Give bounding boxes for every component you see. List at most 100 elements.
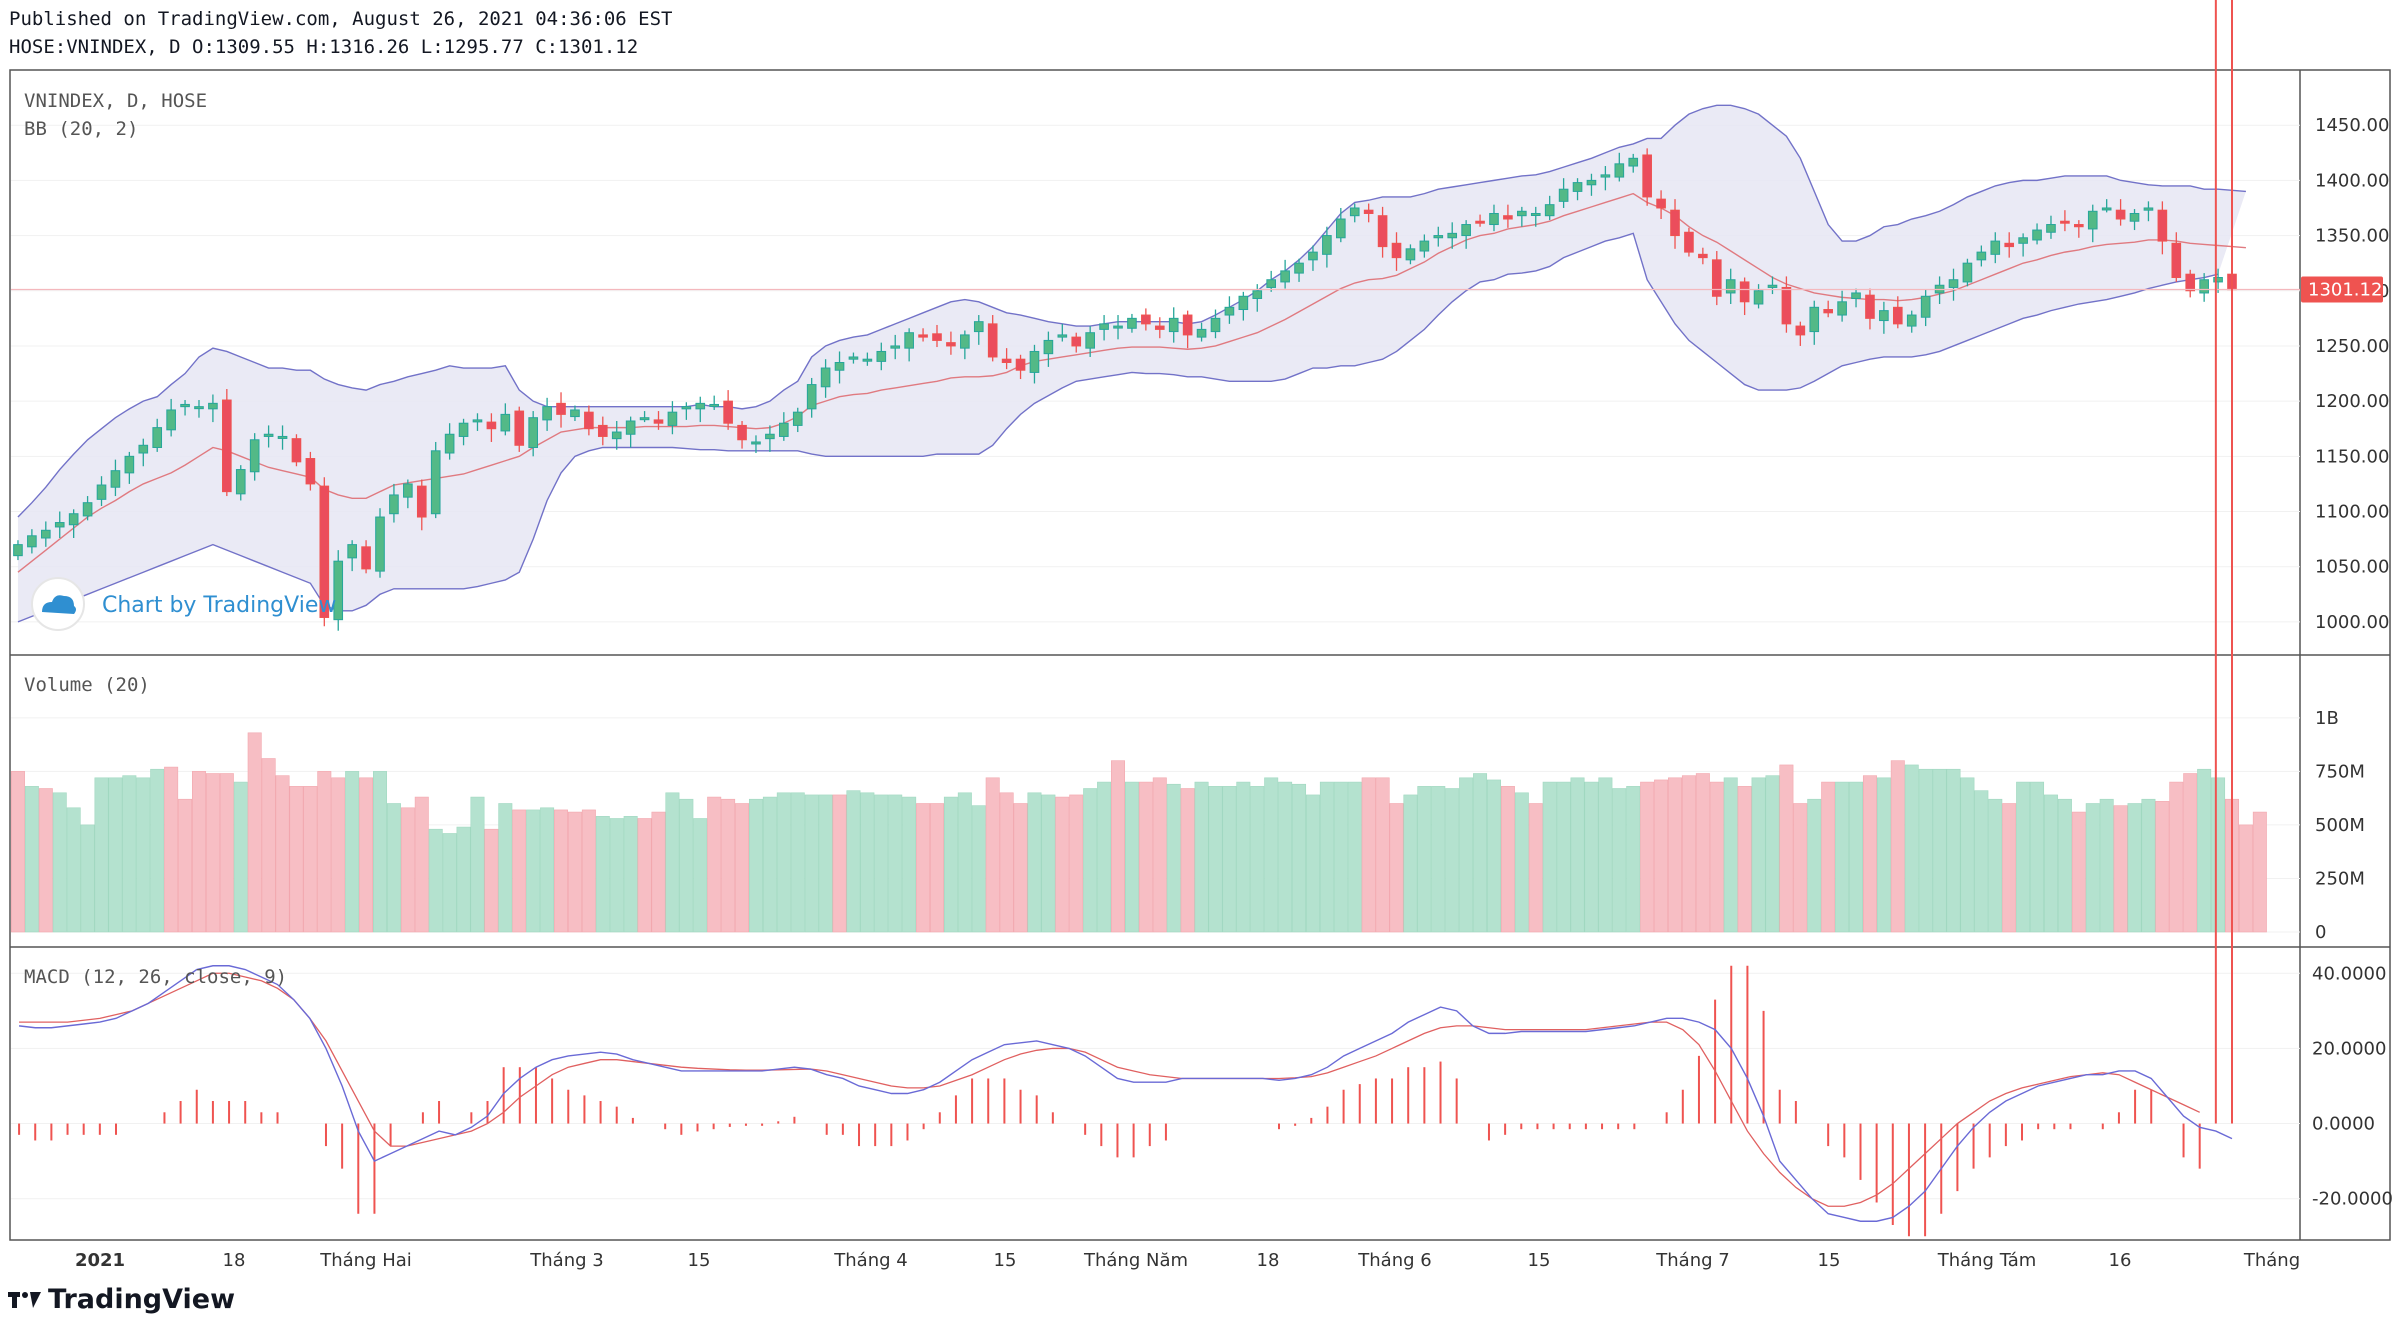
volume-bar[interactable] <box>1417 786 1432 933</box>
volume-bar[interactable] <box>567 811 582 933</box>
volume-bar[interactable] <box>1904 764 1919 933</box>
candle-body[interactable] <box>1266 279 1277 288</box>
volume-bar[interactable] <box>52 792 67 933</box>
volume-bar[interactable] <box>136 777 151 933</box>
candle-body[interactable] <box>472 419 483 423</box>
candle-body[interactable] <box>1433 235 1444 239</box>
volume-bar[interactable] <box>1222 786 1237 933</box>
volume-bar[interactable] <box>233 781 248 933</box>
volume-bar[interactable] <box>192 771 206 933</box>
volume-bar[interactable] <box>2211 777 2226 933</box>
candle-body[interactable] <box>1168 317 1179 333</box>
candle-body[interactable] <box>1684 231 1694 253</box>
candle-body[interactable] <box>1781 286 1792 325</box>
macd-pane[interactable]: 40.0000 20.0000 0.0000 -20.0000 <box>11 0 2393 1237</box>
candle-body[interactable] <box>946 342 956 347</box>
candle-body[interactable] <box>765 433 775 440</box>
volume-bar[interactable] <box>456 826 471 933</box>
volume-bar[interactable] <box>1876 777 1891 933</box>
volume-bar[interactable] <box>2238 824 2253 933</box>
candle-body[interactable] <box>2115 209 2126 220</box>
candle-body[interactable] <box>1057 334 1068 338</box>
volume-bar[interactable] <box>1305 794 1320 933</box>
volume-bar[interactable] <box>442 833 457 933</box>
candle-body[interactable] <box>1238 295 1249 311</box>
candle-body[interactable] <box>1503 215 1513 220</box>
candle-body[interactable] <box>1308 251 1318 261</box>
volume-bar[interactable] <box>219 773 234 933</box>
volume-bar[interactable] <box>679 798 694 933</box>
candle-body[interactable] <box>486 421 497 430</box>
volume-bar[interactable] <box>1723 777 1738 933</box>
volume-bar[interactable] <box>804 794 819 933</box>
volume-bar[interactable] <box>943 796 958 933</box>
candle-body[interactable] <box>1210 317 1221 333</box>
volume-bar[interactable] <box>80 824 95 933</box>
volume-bar[interactable] <box>2113 805 2128 933</box>
volume-bar[interactable] <box>1250 786 1265 933</box>
volume-bar[interactable] <box>581 809 596 933</box>
candle-body[interactable] <box>1753 290 1764 305</box>
candle-body[interactable] <box>1948 279 1959 288</box>
volume-bar[interactable] <box>1166 783 1181 933</box>
candle-body[interactable] <box>1043 339 1054 355</box>
candle-body[interactable] <box>528 417 538 448</box>
tradingview-watermark[interactable]: Chart by TradingView <box>31 577 336 631</box>
volume-bar[interactable] <box>595 816 610 933</box>
volume-bar[interactable] <box>2183 773 2198 933</box>
volume-bar[interactable] <box>66 807 81 933</box>
candle-body[interactable] <box>2004 242 2015 248</box>
volume-bar[interactable] <box>122 775 137 933</box>
volume-bar[interactable] <box>386 803 401 933</box>
candle-body[interactable] <box>1085 332 1095 349</box>
volume-bar[interactable] <box>1389 803 1404 933</box>
volume-bar[interactable] <box>331 777 346 933</box>
volume-bar[interactable] <box>1027 792 1042 933</box>
volume-bar[interactable] <box>623 816 638 933</box>
candle-body[interactable] <box>1976 251 1987 261</box>
volume-bar[interactable] <box>1403 794 1418 933</box>
volume-bar[interactable] <box>373 771 387 933</box>
candle-body[interactable] <box>1363 209 1374 214</box>
volume-bar[interactable] <box>498 803 513 933</box>
candle-body[interactable] <box>1113 325 1123 329</box>
candle-body[interactable] <box>2213 277 2223 283</box>
candle-body[interactable] <box>1015 358 1026 371</box>
candle-body[interactable] <box>1335 218 1346 239</box>
volume-bar[interactable] <box>1988 798 2003 933</box>
footer-brand[interactable]: TradingView <box>8 1284 235 1315</box>
volume-bar[interactable] <box>818 794 833 933</box>
candle-body[interactable] <box>709 403 720 407</box>
volume-bar[interactable] <box>247 732 262 933</box>
candle-body[interactable] <box>1725 279 1736 294</box>
candle-body[interactable] <box>2046 224 2056 233</box>
volume-bar[interactable] <box>832 794 847 933</box>
candle-body[interactable] <box>1127 317 1137 329</box>
candle-body[interactable] <box>319 485 330 618</box>
candle-body[interactable] <box>1558 188 1569 202</box>
candle-body[interactable] <box>1892 306 1903 325</box>
volume-bar[interactable] <box>2071 811 2086 933</box>
volume-bar[interactable] <box>2155 801 2170 933</box>
volume-bar[interactable] <box>1737 786 1752 933</box>
candle-body[interactable] <box>54 522 65 528</box>
volume-bar[interactable] <box>1013 803 1028 933</box>
volume-bar[interactable] <box>665 792 680 933</box>
candle-body[interactable] <box>681 406 692 410</box>
candle-body[interactable] <box>1224 306 1235 316</box>
candle-body[interactable] <box>960 334 970 349</box>
volume-bar[interactable] <box>1097 781 1112 933</box>
candle-body[interactable] <box>2101 207 2112 211</box>
candle-body[interactable] <box>1962 262 1973 283</box>
volume-bar[interactable] <box>178 798 193 933</box>
candle-body[interactable] <box>639 417 650 421</box>
volume-bar[interactable] <box>707 796 722 933</box>
volume-bar[interactable] <box>1890 760 1905 933</box>
volume-bar[interactable] <box>108 777 123 933</box>
candle-body[interactable] <box>918 334 928 338</box>
volume-bar[interactable] <box>2141 798 2156 933</box>
candle-body[interactable] <box>1294 262 1304 274</box>
candle-body[interactable] <box>1349 207 1360 217</box>
volume-bar[interactable] <box>1765 775 1780 933</box>
